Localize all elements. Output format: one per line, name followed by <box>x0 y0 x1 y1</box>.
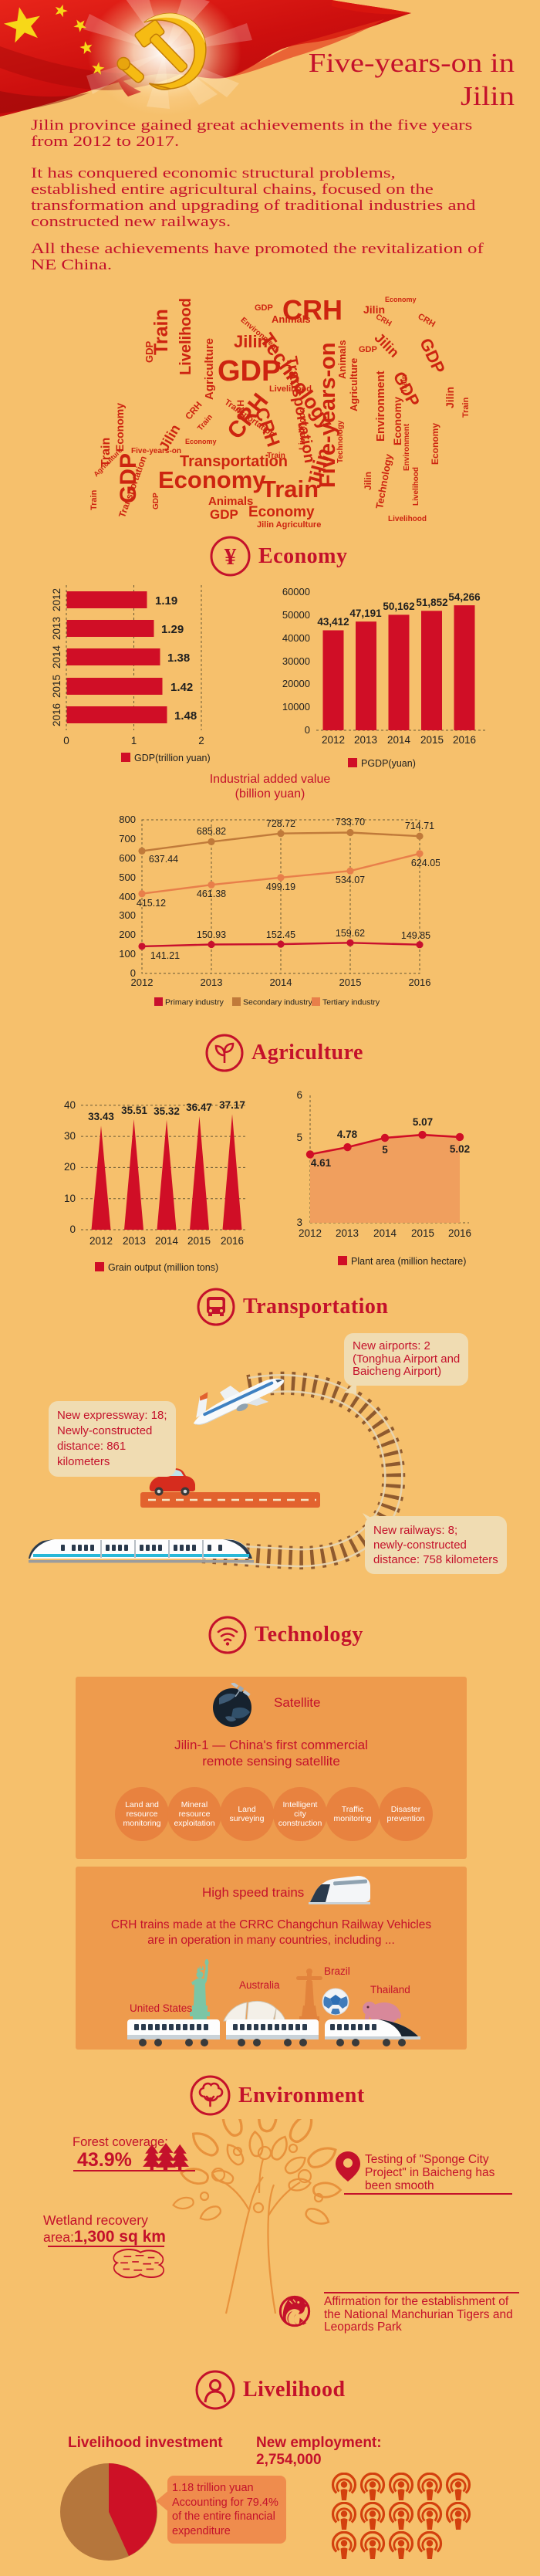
svg-text:36.47: 36.47 <box>186 1102 212 1113</box>
svg-text:415.12: 415.12 <box>137 898 166 909</box>
svg-text:GDP(trillion yuan): GDP(trillion yuan) <box>134 753 211 763</box>
svg-text:499.19: 499.19 <box>266 882 295 892</box>
svg-text:2013: 2013 <box>354 734 377 746</box>
svg-text:2015: 2015 <box>411 1227 434 1239</box>
svg-text:20000: 20000 <box>282 678 310 689</box>
svg-text:2014: 2014 <box>155 1235 179 1247</box>
svg-text:2016: 2016 <box>409 977 431 988</box>
svg-text:2012: 2012 <box>131 977 154 988</box>
svg-text:0: 0 <box>305 724 310 736</box>
svg-text:141.21: 141.21 <box>150 950 180 961</box>
svg-text:685.82: 685.82 <box>197 826 226 837</box>
svg-text:600: 600 <box>119 852 136 864</box>
svg-text:50000: 50000 <box>282 609 310 621</box>
svg-text:47,191: 47,191 <box>349 608 382 619</box>
svg-text:2012: 2012 <box>89 1235 113 1247</box>
svg-text:159.62: 159.62 <box>336 928 365 939</box>
svg-text:54,266: 54,266 <box>448 591 481 603</box>
svg-text:3: 3 <box>296 1217 302 1228</box>
svg-text:Plant area (million hectare): Plant area (million hectare) <box>351 1256 466 1267</box>
svg-text:2015: 2015 <box>51 675 62 698</box>
svg-text:10000: 10000 <box>282 701 310 713</box>
svg-text:2014: 2014 <box>373 1227 397 1239</box>
svg-text:33.43: 33.43 <box>88 1111 114 1122</box>
svg-text:728.72: 728.72 <box>266 818 295 829</box>
svg-text:733.70: 733.70 <box>336 817 365 828</box>
svg-text:1.29: 1.29 <box>161 623 184 636</box>
svg-text:50,162: 50,162 <box>383 601 414 612</box>
svg-text:2015: 2015 <box>339 977 362 988</box>
svg-text:30: 30 <box>64 1130 76 1142</box>
svg-text:700: 700 <box>119 833 136 845</box>
svg-text:2013: 2013 <box>51 617 62 640</box>
svg-text:20: 20 <box>64 1161 76 1173</box>
svg-text:40000: 40000 <box>282 632 310 644</box>
svg-text:2016: 2016 <box>448 1227 471 1239</box>
svg-text:150.93: 150.93 <box>197 929 226 940</box>
svg-text:2014: 2014 <box>387 734 411 746</box>
svg-text:4.78: 4.78 <box>337 1129 358 1140</box>
svg-text:1.38: 1.38 <box>167 652 190 665</box>
svg-text:PGDP(yuan): PGDP(yuan) <box>361 758 416 769</box>
svg-text:624.05: 624.05 <box>411 858 440 868</box>
svg-text:1: 1 <box>131 735 137 746</box>
svg-text:2015: 2015 <box>187 1235 211 1247</box>
svg-text:2014: 2014 <box>270 977 292 988</box>
svg-text:2013: 2013 <box>201 977 223 988</box>
svg-text:2012: 2012 <box>322 734 345 746</box>
svg-text:2014: 2014 <box>51 645 62 669</box>
svg-text:51,852: 51,852 <box>416 597 447 608</box>
svg-text:60000: 60000 <box>282 586 310 597</box>
svg-text:2016: 2016 <box>221 1235 244 1247</box>
svg-text:400: 400 <box>119 891 136 902</box>
svg-text:500: 500 <box>119 872 136 883</box>
svg-text:149.85: 149.85 <box>401 930 430 941</box>
svg-text:Secondary industry: Secondary industry <box>243 998 313 1007</box>
svg-text:152.45: 152.45 <box>266 929 295 940</box>
svg-text:1.19: 1.19 <box>155 594 177 608</box>
svg-text:461.38: 461.38 <box>197 889 226 899</box>
svg-text:30000: 30000 <box>282 655 310 667</box>
svg-text:¥: ¥ <box>224 543 237 570</box>
svg-text:100: 100 <box>119 948 136 960</box>
svg-text:Primary industry: Primary industry <box>165 998 224 1007</box>
svg-text:0: 0 <box>69 1224 76 1235</box>
svg-text:2015: 2015 <box>420 734 444 746</box>
svg-text:2012: 2012 <box>299 1227 322 1239</box>
svg-text:637.44: 637.44 <box>149 854 178 865</box>
svg-text:37.17: 37.17 <box>219 1099 245 1111</box>
svg-text:0: 0 <box>63 735 69 746</box>
svg-text:534.07: 534.07 <box>336 875 365 885</box>
svg-text:Tertiary industry: Tertiary industry <box>322 998 380 1007</box>
svg-text:4.61: 4.61 <box>311 1157 332 1169</box>
svg-text:300: 300 <box>119 909 136 921</box>
svg-text:5: 5 <box>382 1144 388 1156</box>
svg-text:2012: 2012 <box>51 588 62 611</box>
svg-text:200: 200 <box>119 929 136 940</box>
svg-text:2: 2 <box>198 735 204 746</box>
svg-text:2016: 2016 <box>453 734 476 746</box>
svg-text:800: 800 <box>119 814 136 825</box>
svg-text:Grain output (million tons): Grain output (million tons) <box>108 1262 218 1273</box>
svg-text:2013: 2013 <box>336 1227 359 1239</box>
svg-text:10: 10 <box>64 1193 76 1204</box>
svg-text:5.07: 5.07 <box>413 1116 433 1128</box>
svg-text:2013: 2013 <box>123 1235 146 1247</box>
svg-text:2016: 2016 <box>51 703 62 726</box>
svg-text:0: 0 <box>130 967 136 979</box>
svg-text:1.42: 1.42 <box>170 681 193 694</box>
svg-text:35.51: 35.51 <box>121 1105 147 1116</box>
svg-text:5: 5 <box>296 1132 302 1143</box>
svg-text:43,412: 43,412 <box>317 616 349 628</box>
svg-text:6: 6 <box>296 1089 302 1101</box>
svg-text:5.02: 5.02 <box>450 1143 470 1155</box>
svg-text:35.32: 35.32 <box>154 1105 180 1117</box>
svg-text:714.71: 714.71 <box>405 821 434 831</box>
svg-text:1.48: 1.48 <box>174 709 197 723</box>
svg-text:40: 40 <box>64 1099 76 1111</box>
